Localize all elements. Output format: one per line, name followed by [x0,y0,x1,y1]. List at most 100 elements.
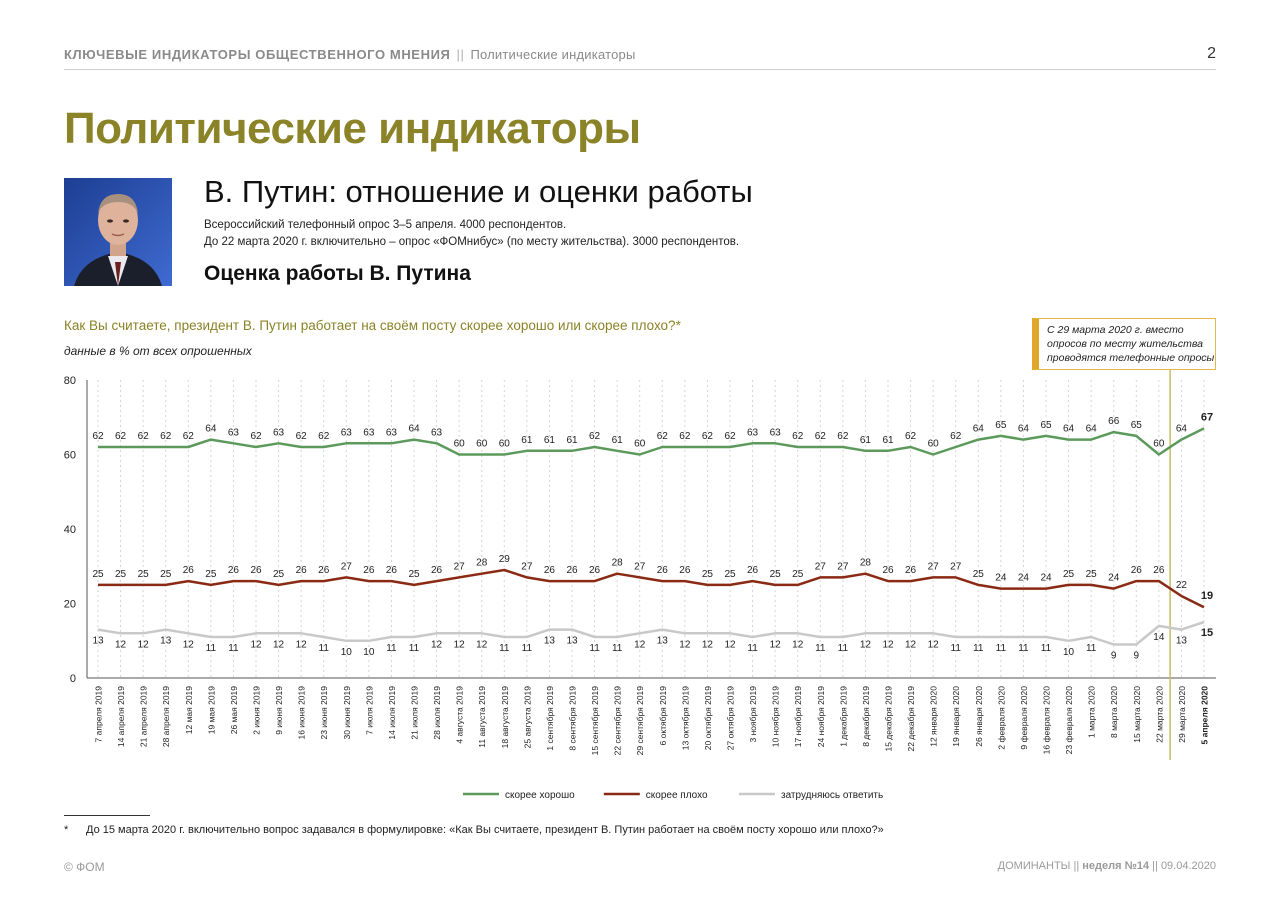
data-label: 26 [318,565,330,576]
data-label: 11 [747,643,758,654]
data-label: 11 [1041,643,1052,654]
data-label: 13 [566,636,578,647]
data-label: 25 [702,569,714,580]
data-label: 27 [454,561,466,572]
data-label: 65 [1131,420,1143,431]
data-label: 12 [702,639,714,650]
x-tick-label: 26 января 2020 [974,686,984,747]
footer-date-separator: || [1152,860,1158,872]
data-label: 65 [995,420,1007,431]
data-label: 26 [1153,565,1165,576]
legend-label: скорее плохо [646,790,708,801]
footnote-divider [64,815,150,816]
page-number: 2 [1207,45,1216,62]
data-label: 9 [1134,650,1140,661]
portrait-photo [64,178,172,286]
data-label: 27 [837,561,849,572]
data-label: 63 [363,427,375,438]
data-label: 26 [431,565,443,576]
survey-info-line-2: До 22 марта 2020 г. включительно – опрос… [204,236,740,248]
data-label: 26 [228,565,240,576]
x-tick-label: 15 сентября 2019 [590,686,600,756]
data-label: 62 [115,431,127,442]
data-label: 27 [815,561,827,572]
footnote-mark: * [64,824,69,836]
x-tick-label: 5 апреля 2020 [1200,686,1210,745]
x-tick-label: 29 марта 2020 [1177,686,1187,743]
x-tick-label: 20 октября 2019 [703,686,713,751]
x-tick-label: 19 мая 2019 [206,686,216,735]
data-label: 12 [792,639,804,650]
data-label: 12 [679,639,691,650]
data-label: 62 [296,431,308,442]
data-label: 11 [838,643,849,654]
x-tick-label: 9 февраля 2020 [1019,686,1029,750]
data-label: 62 [318,431,330,442]
x-tick-label: 15 декабря 2019 [884,686,894,752]
data-label: 64 [1086,424,1098,435]
data-label: 64 [1063,424,1075,435]
legend-label: скорее хорошо [505,790,575,801]
series-line [97,620,1205,646]
data-label: 12 [634,639,646,650]
data-label: 11 [589,643,600,654]
data-label: 61 [544,435,556,446]
data-label: 22 [1176,580,1188,591]
data-label: 62 [183,431,195,442]
data-label: 62 [950,431,962,442]
data-label: 25 [92,569,104,580]
data-label: 61 [521,435,533,446]
data-label: 24 [1108,573,1120,584]
y-tick-label: 0 [70,673,76,685]
data-label: 12 [882,639,894,650]
data-label: 26 [1131,565,1143,576]
x-tick-label: 8 сентября 2019 [568,686,578,751]
header-subsection: Политические индикаторы [470,47,636,62]
x-tick-label: 10 ноября 2019 [771,686,781,747]
data-label: 12 [138,639,150,650]
data-label: 13 [160,636,172,647]
x-tick-label: 30 июня 2019 [342,686,352,740]
line-chart: 0 20 40 60 80 7 апреля 2019 14 апреля 2019 21 а… [64,370,1216,801]
data-label: 11 [319,643,330,654]
data-label: 24 [1018,573,1030,584]
data-label: 15 [1201,627,1213,639]
data-label: 25 [115,569,127,580]
data-label: 62 [815,431,827,442]
data-label: 62 [679,431,691,442]
x-tick-label: 14 июля 2019 [387,686,397,740]
x-tick-label: 2 февраля 2020 [996,686,1006,750]
data-label: 12 [860,639,872,650]
data-label: 11 [228,643,239,654]
data-label: 11 [499,643,510,654]
data-label: 12 [250,639,262,650]
data-label: 63 [770,427,782,438]
data-label: 62 [724,431,736,442]
x-tick-label: 14 апреля 2019 [116,686,126,747]
data-label: 11 [522,643,533,654]
data-label: 64 [408,424,420,435]
x-tick-label: 4 августа 2019 [455,686,465,744]
x-tick-label: 24 ноября 2019 [816,686,826,747]
data-label: 26 [882,565,894,576]
x-tick-label: 16 февраля 2020 [1042,686,1052,755]
y-tick-label: 20 [64,599,76,611]
data-label: 26 [363,565,375,576]
x-tick-label: 9 июня 2019 [274,686,284,735]
data-label: 11 [996,643,1007,654]
series-line [98,427,1205,456]
data-label: 26 [747,565,759,576]
data-label: 12 [928,639,940,650]
data-label: 12 [431,639,443,650]
data-label: 62 [589,431,601,442]
data-label: 61 [612,435,624,446]
data-label: 26 [566,565,578,576]
data-label: 12 [770,639,782,650]
data-label: 12 [296,639,308,650]
data-label: 62 [160,431,172,442]
data-label: 64 [205,424,217,435]
units-note: данные в % от всех опрошенных [64,344,252,358]
footer-separator: || [1073,860,1080,872]
data-label: 11 [206,643,217,654]
x-tick-label: 17 ноября 2019 [793,686,803,747]
